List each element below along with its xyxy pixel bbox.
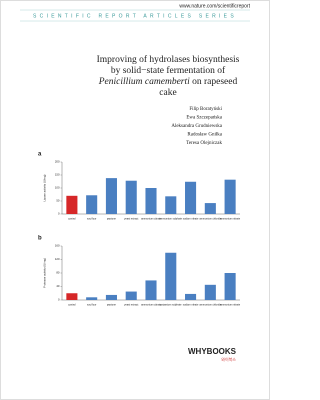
- series-title: SCIENTIFIC REPORT ARTICLES SERIES: [33, 13, 237, 19]
- x-tick-label: ammonium nitrate: [220, 304, 241, 307]
- y-tick-label: 80: [56, 271, 60, 275]
- bar: [165, 196, 177, 214]
- bar: [185, 181, 197, 214]
- title-rest: on rapeseed: [192, 77, 237, 87]
- author: Aleksandra Grudniewska: [171, 124, 222, 129]
- author: Radosław Gniłka: [187, 133, 222, 138]
- bar: [145, 188, 157, 214]
- y-tick-label: 200: [55, 160, 60, 164]
- cover: www.nature.com/scientificreport SCIENTIF…: [0, 0, 270, 400]
- bar: [66, 195, 78, 214]
- y-axis-label: Protease activity (U/mg): [43, 258, 47, 288]
- author: Ewa Szczepańska: [186, 116, 222, 121]
- y-tick-label: 0: [58, 212, 60, 216]
- url: www.nature.com/scientificreport: [179, 3, 250, 9]
- bar: [165, 252, 177, 300]
- x-tick-label: ammonium chloride: [199, 304, 221, 307]
- title-line: cake: [159, 88, 176, 98]
- bar: [105, 178, 117, 214]
- bar: [224, 179, 236, 214]
- bar: [86, 297, 98, 300]
- bar: [125, 180, 137, 214]
- x-tick-label: sodium nitrate: [183, 304, 199, 307]
- bar: [204, 284, 216, 300]
- x-tick-label: peptone: [107, 304, 117, 307]
- x-tick-label: peptone: [107, 218, 117, 221]
- x-tick-label: ammonium nitrate: [220, 218, 241, 221]
- y-tick-label: 50: [56, 199, 60, 203]
- x-tick-label: ammonium citrate: [141, 304, 161, 307]
- y-tick-label: 150: [55, 173, 60, 177]
- title-line: Improving of hydrolases biosynthesis: [97, 54, 240, 65]
- authors: Filip Boratyński Ewa Szczepańska Aleksandr…: [171, 107, 222, 146]
- y-tick-label: 160: [55, 244, 60, 248]
- x-tick-label: soy flour: [87, 304, 97, 307]
- bar: [125, 291, 137, 300]
- bar: [204, 203, 216, 214]
- title-line: by solid−state fermentation of: [111, 65, 226, 76]
- bar: [86, 195, 98, 214]
- panel-label: b: [38, 236, 42, 242]
- y-tick-label: 100: [55, 186, 60, 190]
- bar: [145, 280, 157, 300]
- title-line: Penicillium camemberti on rapeseed: [98, 77, 238, 87]
- x-tick-label: ammonium chloride: [199, 218, 221, 221]
- bar: [66, 293, 78, 300]
- x-tick-label: yeast extract: [124, 218, 138, 221]
- author: Teresa Olejniczak: [186, 141, 222, 146]
- title-italic: Penicillium camemberti: [98, 77, 190, 87]
- panel-label: a: [38, 152, 42, 158]
- x-tick-label: yeast extract: [124, 304, 138, 307]
- x-tick-label: control: [68, 304, 76, 307]
- y-tick-label: 0: [58, 298, 60, 302]
- bar: [185, 293, 197, 300]
- bar: [224, 273, 236, 300]
- author: Filip Boratyński: [189, 107, 222, 112]
- y-tick-label: 40: [56, 284, 60, 288]
- x-tick-label: soy flour: [87, 218, 97, 221]
- bar: [105, 294, 117, 300]
- publisher-korean: 와이북스: [221, 356, 236, 362]
- charts: a Lipase activity (U/mg) 0 50 100 150 200 contr…: [38, 152, 241, 307]
- x-tick-label: sodium nitrate: [183, 218, 199, 221]
- x-tick-label: control: [68, 218, 76, 221]
- y-axis-label: Lipase activity (U/mg): [43, 174, 47, 201]
- x-tick-label: potassium sulphate: [160, 304, 182, 307]
- x-tick-label: ammonium sulphate: [160, 218, 183, 221]
- x-tick-label: ammonium citrate: [141, 218, 161, 221]
- publisher-logo: WHYBOOKS: [188, 347, 237, 356]
- y-tick-label: 120: [55, 257, 60, 261]
